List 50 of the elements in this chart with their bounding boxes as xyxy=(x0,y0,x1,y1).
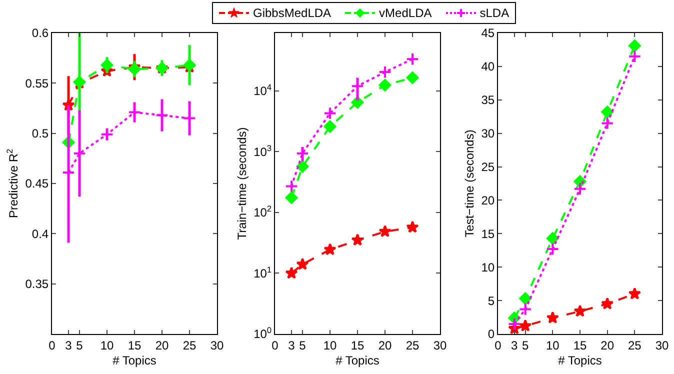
x-tick-label: 5 xyxy=(299,338,306,352)
y-tick-label: 0.6 xyxy=(32,26,49,40)
y-tick-label: 15 xyxy=(481,226,495,241)
y-tick-label: 0.5 xyxy=(32,126,49,141)
y-tick-label: 45 xyxy=(481,26,495,40)
y-tick-label: 10$^{0}$ xyxy=(254,325,272,342)
x-tick-label: 15 xyxy=(128,338,142,352)
x-tick-label: 10 xyxy=(323,338,337,352)
y-tick-label: 30 xyxy=(481,126,495,141)
x-tick-label: 5 xyxy=(76,338,84,352)
y-tick-label: 5 xyxy=(488,294,495,308)
x-tick-label: 25 xyxy=(406,338,420,352)
y-tick-label: 10$^{1}$ xyxy=(254,264,272,280)
y-axis-title: Train−time (seconds) xyxy=(234,127,249,240)
x-tick-label: 3 xyxy=(65,338,72,352)
x-tick-label: 20 xyxy=(378,338,392,352)
y-tick-label: 10$^{4}$ xyxy=(254,82,272,98)
y-tick-label: 20 xyxy=(481,193,495,208)
x-tick-label: 5 xyxy=(522,338,529,352)
x-tick-label: 3 xyxy=(511,338,518,352)
y-axis-title: Test−time (seconds) xyxy=(462,130,477,238)
legend-label: sLDA xyxy=(480,6,510,20)
y-tick-label: 0.45 xyxy=(25,176,49,191)
x-tick-label: 20 xyxy=(600,338,614,352)
y-tick-label: 40 xyxy=(481,60,495,74)
x-tick-label: 15 xyxy=(573,338,587,352)
x-tick-label: 30 xyxy=(210,338,224,352)
x-tick-label: 30 xyxy=(655,338,669,352)
x-axis-title: # Topics xyxy=(336,353,380,368)
y-tick-label: 10 xyxy=(481,260,495,274)
y-tick-label: 0.55 xyxy=(25,76,49,90)
x-axis-title: # Topics xyxy=(558,353,602,368)
y-tick-label: 0.4 xyxy=(32,226,49,241)
y-tick-label: 25 xyxy=(481,160,495,174)
x-axis-title: # Topics xyxy=(112,353,156,368)
x-tick-label: 20 xyxy=(155,338,169,352)
x-tick-label: 15 xyxy=(350,338,364,352)
x-tick-label: 10 xyxy=(546,338,560,352)
x-tick-label: 25 xyxy=(628,338,642,352)
x-tick-label: 10 xyxy=(100,338,114,352)
y-tick-label: 0 xyxy=(488,327,495,342)
y-tick-label: 35 xyxy=(481,93,495,108)
y-tick-label: 0.35 xyxy=(25,277,49,292)
x-tick-label: 30 xyxy=(433,338,447,352)
legend-label: vMedLDA xyxy=(379,6,432,20)
legend-label: GibbsMedLDA xyxy=(253,6,332,20)
x-tick-label: 3 xyxy=(288,338,296,352)
y-tick-label: 10$^{3}$ xyxy=(254,142,272,159)
x-tick-label: 25 xyxy=(182,338,196,352)
y-tick-label: 10$^{2}$ xyxy=(254,204,272,220)
